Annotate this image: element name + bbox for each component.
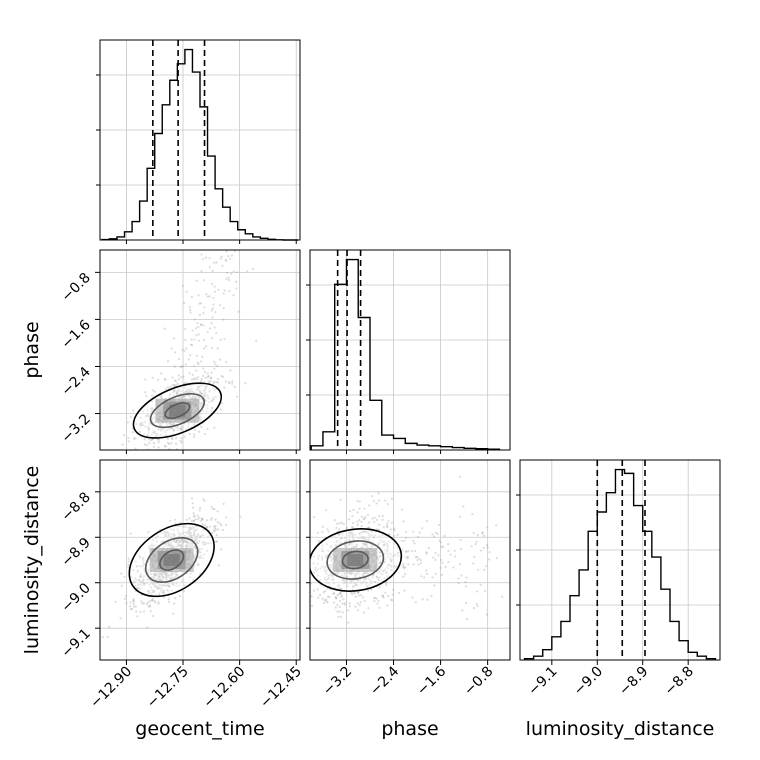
x-tick-label: −0.8 bbox=[461, 664, 496, 699]
x-tick-label: −12.75 bbox=[144, 664, 192, 712]
contour bbox=[326, 540, 385, 580]
y-tick-label: −2.4 bbox=[58, 364, 93, 399]
x-tick-label: −3.2 bbox=[320, 664, 355, 699]
x-axis-label-geocent_time: geocent_time bbox=[135, 718, 264, 740]
panel-geocent_time-phase bbox=[99, 249, 301, 451]
contour bbox=[164, 402, 191, 419]
y-tick-label: −1.6 bbox=[58, 317, 93, 352]
panel-hist-phase bbox=[309, 249, 511, 451]
panel-phase-luminosity_distance bbox=[309, 459, 511, 661]
contour bbox=[149, 393, 205, 429]
y-axis-label-luminosity_distance: luminosity_distance bbox=[21, 466, 43, 655]
x-axis-label-phase: phase bbox=[381, 718, 438, 740]
x-tick-label: −9.0 bbox=[571, 664, 606, 699]
y-tick-label: −8.9 bbox=[58, 535, 93, 570]
y-axis-label-phase: phase bbox=[21, 321, 43, 378]
x-tick-label: −12.45 bbox=[257, 664, 305, 712]
histogram-phase bbox=[310, 258, 501, 450]
y-tick-label: −0.8 bbox=[58, 270, 93, 305]
joint-phase-luminosity_distance bbox=[310, 475, 510, 624]
joint-geocent_time-luminosity_distance bbox=[101, 497, 242, 639]
panel-hist-geocent_time bbox=[99, 39, 301, 241]
x-tick-label: −8.9 bbox=[616, 664, 651, 699]
x-tick-label: −12.90 bbox=[87, 664, 135, 712]
x-tick-label: −12.60 bbox=[201, 664, 249, 712]
histogram-luminosity_distance bbox=[523, 468, 717, 660]
panel-geocent_time-luminosity_distance bbox=[99, 459, 301, 661]
histogram-geocent_time bbox=[101, 48, 299, 241]
y-tick-label: −9.1 bbox=[58, 626, 93, 661]
contour bbox=[128, 522, 215, 598]
x-tick-label: −9.1 bbox=[525, 664, 560, 699]
contour bbox=[132, 382, 223, 439]
y-tick-label: −3.2 bbox=[58, 411, 93, 446]
contour bbox=[310, 528, 403, 592]
panel-hist-luminosity_distance bbox=[519, 459, 721, 661]
joint-geocent_time-phase bbox=[121, 250, 258, 450]
contour bbox=[341, 550, 369, 570]
x-tick-label: −1.6 bbox=[414, 663, 449, 698]
x-tick-label: −8.8 bbox=[662, 664, 697, 699]
x-axis-label-luminosity_distance: luminosity_distance bbox=[526, 718, 715, 740]
contour bbox=[144, 536, 199, 584]
y-tick-label: −8.8 bbox=[58, 489, 93, 524]
contour bbox=[159, 549, 185, 571]
x-tick-label: −2.4 bbox=[367, 663, 402, 698]
y-tick-label: −9.0 bbox=[58, 580, 93, 615]
